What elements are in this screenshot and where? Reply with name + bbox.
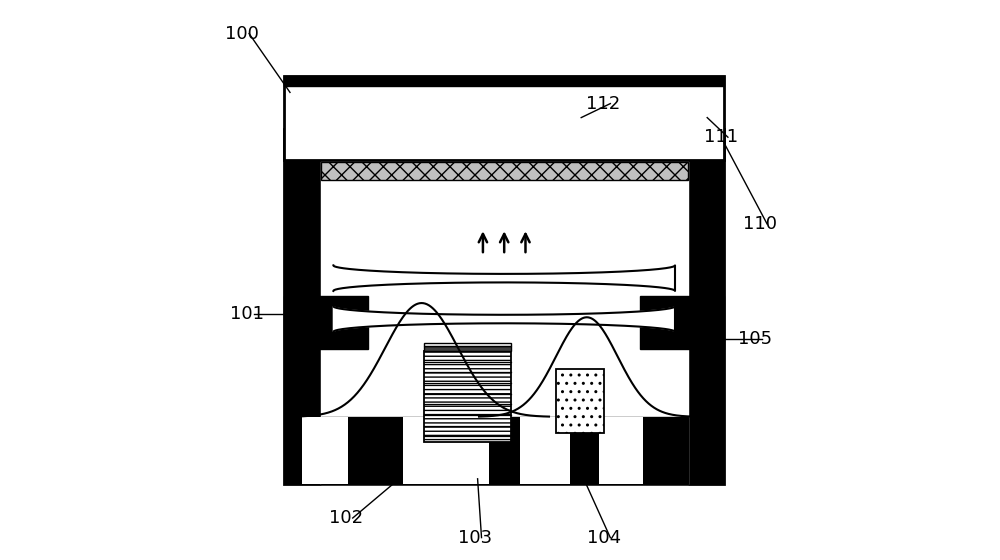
Bar <box>302 417 348 484</box>
Bar <box>321 417 688 484</box>
Bar <box>640 296 724 349</box>
Text: 100: 100 <box>225 25 259 43</box>
Bar <box>424 346 511 351</box>
Bar <box>424 343 511 346</box>
Bar <box>284 129 724 484</box>
Text: 111: 111 <box>704 128 738 146</box>
Text: 112: 112 <box>586 95 621 113</box>
Text: 103: 103 <box>458 529 492 547</box>
Text: 101: 101 <box>230 305 264 323</box>
Polygon shape <box>333 306 675 332</box>
Text: 104: 104 <box>587 529 621 547</box>
Text: 105: 105 <box>738 330 772 348</box>
Bar <box>556 369 604 433</box>
Bar <box>284 76 724 160</box>
Bar <box>321 162 688 180</box>
Bar <box>599 417 643 484</box>
Polygon shape <box>333 265 675 291</box>
Bar <box>321 160 688 484</box>
Bar <box>284 76 724 86</box>
Bar <box>284 296 368 349</box>
Text: 110: 110 <box>743 215 777 233</box>
Text: 102: 102 <box>329 509 363 527</box>
Bar <box>403 417 489 484</box>
Bar <box>520 417 570 484</box>
Bar <box>424 351 511 442</box>
